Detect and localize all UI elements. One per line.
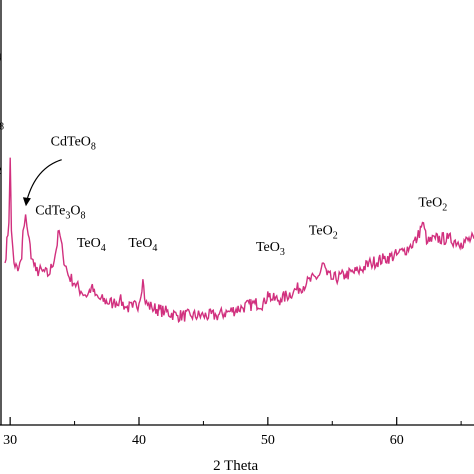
x-tick-label: 40 [132,433,146,448]
series-line [4,157,474,324]
peak-label: TeO2 [418,195,447,213]
peak-annotations: TeO4 Te3O8 CdTeO8 TeO2 CdTe3O8 TeO4 TeO4 TeO3 Te… [0,45,447,258]
peak-label: TeO4 [77,236,106,254]
chart-axes [0,0,474,426]
peak-label: TeO4 [128,236,157,254]
peak-label: TeO3 [256,240,285,258]
x-ticks: 30 40 50 60 [3,417,462,448]
x-tick-label: 50 [261,433,275,448]
annotation-arrowhead [22,197,31,207]
peak-label: TeO2 [0,159,1,177]
x-tick-label: 60 [390,433,404,448]
peak-label: Te3O8 [0,114,4,132]
x-tick-label: 30 [3,433,17,448]
peak-label: TeO4 [0,45,1,63]
peak-label: CdTe3O8 [35,203,85,221]
peak-label: CdTeO8 [51,135,96,153]
annotation-arrow [26,159,62,201]
x-axis-title: 2 Theta [213,458,258,474]
peak-label: TeO2 [309,224,338,242]
